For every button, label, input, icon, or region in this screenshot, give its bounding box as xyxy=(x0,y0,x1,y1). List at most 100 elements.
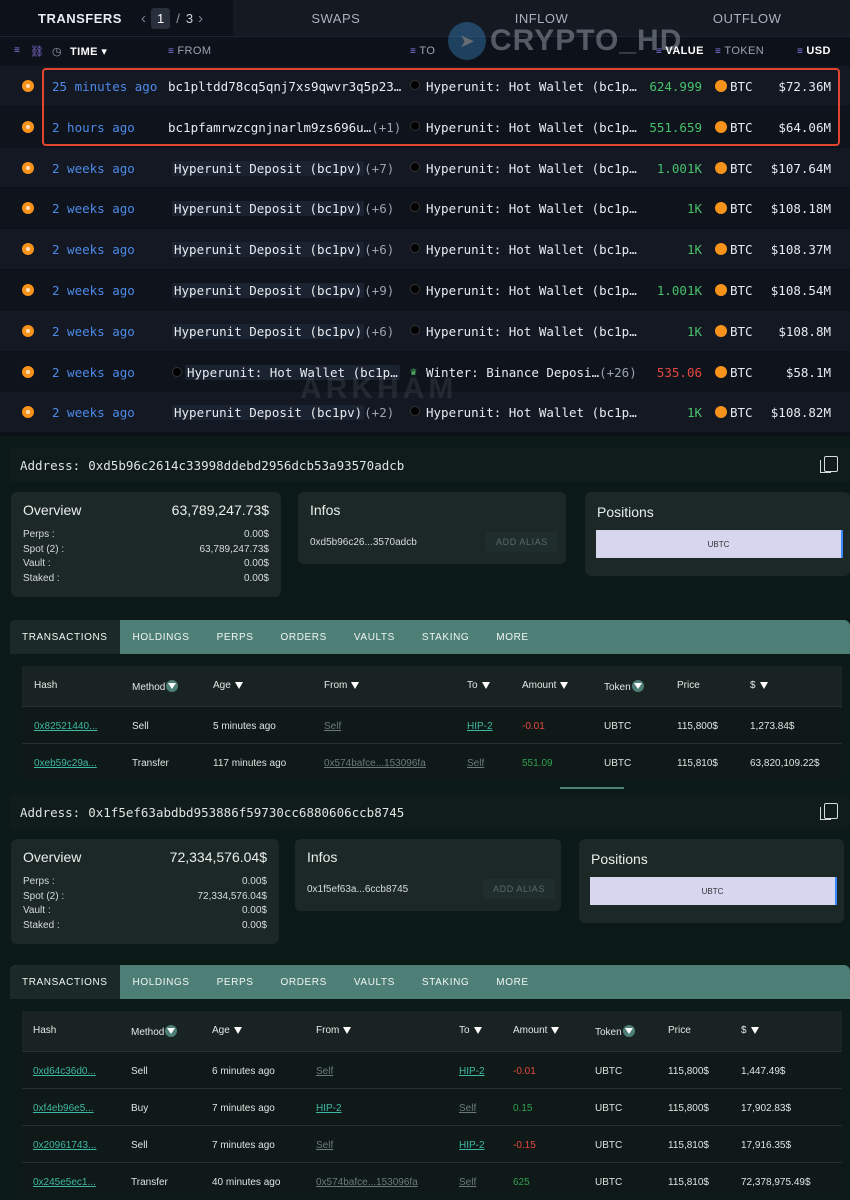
tab-more[interactable]: MORE xyxy=(496,976,529,988)
tx-from-link[interactable]: 0x574bafce...153096fa xyxy=(316,1177,418,1188)
time-header[interactable]: TIME ▾ xyxy=(70,46,108,58)
col-age-header[interactable]: Age xyxy=(213,680,243,691)
transfer-time[interactable]: 2 weeks ago xyxy=(52,323,135,339)
col-to-header[interactable]: To xyxy=(459,1025,482,1036)
col-price-header[interactable]: Price xyxy=(677,680,700,691)
position-ubtc[interactable]: UBTC xyxy=(596,530,843,558)
transfer-row[interactable]: 2 weeks ago Hyperunit Deposit (bc1pv) (+7)… xyxy=(0,147,850,189)
col-amount-header[interactable]: Amount xyxy=(522,680,569,691)
tab-vaults[interactable]: VAULTS xyxy=(353,631,395,643)
transfer-to[interactable]: Hyperunit: Hot Wallet (bc1p… xyxy=(426,161,638,176)
col-token-header[interactable]: Token xyxy=(595,1025,635,1038)
filter-icon[interactable] xyxy=(473,1027,482,1034)
transfer-from[interactable]: Hyperunit: Hot Wallet (bc1p… xyxy=(172,364,410,380)
transfer-time[interactable]: 2 weeks ago xyxy=(52,405,135,421)
tab-transfers[interactable]: TRANSFERS ‹ 1 / 3 › xyxy=(0,0,233,36)
transfer-to[interactable]: Hyperunit: Hot Wallet (bc1p… xyxy=(426,242,638,257)
filter-icon[interactable] xyxy=(343,1027,352,1034)
filter-icon[interactable] xyxy=(750,1027,759,1034)
transfer-time[interactable]: 2 weeks ago xyxy=(52,282,135,298)
tx-from-link[interactable]: Self xyxy=(324,721,342,732)
tx-hash-link[interactable]: 0xd64c36d0... xyxy=(33,1066,96,1077)
tx-to-link[interactable]: HIP-2 xyxy=(459,1066,485,1077)
prev-page-icon[interactable]: ‹ xyxy=(140,9,146,27)
tab-staking[interactable]: STAKING xyxy=(421,631,470,643)
transfer-time[interactable]: 2 weeks ago xyxy=(52,242,135,258)
add-alias-button[interactable]: ADD ALIAS xyxy=(486,532,558,552)
copy-icon[interactable] xyxy=(820,456,838,473)
tab-perps[interactable]: PERPS xyxy=(216,631,254,643)
col-from-header[interactable]: From xyxy=(316,1025,352,1036)
filter-icon[interactable]: ≡ xyxy=(14,45,21,56)
filter-icon[interactable] xyxy=(351,682,360,689)
transfer-time[interactable]: 2 weeks ago xyxy=(52,160,135,176)
tab-transactions[interactable]: TRANSACTIONS xyxy=(10,965,120,999)
tx-hash-link[interactable]: 0xeb59c29a... xyxy=(34,758,97,769)
position-ubtc[interactable]: UBTC xyxy=(590,877,837,905)
transfer-time[interactable]: 2 weeks ago xyxy=(52,201,135,217)
value-header[interactable]: ≡ VALUE xyxy=(656,45,704,57)
tab-swaps[interactable]: SWAPS xyxy=(311,10,361,26)
transfer-row[interactable]: 2 weeks ago Hyperunit Deposit (bc1pv) (+6)… xyxy=(0,188,850,230)
col-usd-header[interactable]: $ xyxy=(750,680,768,691)
transfer-to[interactable]: Hyperunit: Hot Wallet (bc1p… xyxy=(426,120,638,135)
transfer-from[interactable]: Hyperunit Deposit (bc1pv) (+6) xyxy=(172,323,410,339)
transfer-to[interactable]: Hyperunit: Hot Wallet (bc1p… xyxy=(426,283,638,298)
link-icon[interactable]: ⛓ xyxy=(30,46,45,58)
col-to-header[interactable]: To xyxy=(467,680,490,691)
filter-icon[interactable] xyxy=(560,682,569,689)
tab-outflow[interactable]: OUTFLOW xyxy=(712,10,782,26)
tab-transactions[interactable]: TRANSACTIONS xyxy=(10,620,120,654)
transfer-row[interactable]: 2 weeks ago Hyperunit Deposit (bc1pv) (+2)… xyxy=(0,392,850,434)
tx-to-link[interactable]: HIP-2 xyxy=(467,721,493,732)
transfer-row[interactable]: 2 weeks ago Hyperunit Deposit (bc1pv) (+9)… xyxy=(0,269,850,311)
tx-hash-link[interactable]: 0x20961743... xyxy=(33,1140,97,1151)
transfer-row[interactable]: 2 weeks ago Hyperunit Deposit (bc1pv) (+6)… xyxy=(0,310,850,352)
filter-icon[interactable] xyxy=(481,682,490,689)
transfer-row[interactable]: 25 minutes ago bc1pltdd78cq5qnj7xs9qwvr3q… xyxy=(0,66,850,107)
transfer-from[interactable]: Hyperunit Deposit (bc1pv) (+7) xyxy=(172,160,410,176)
filter-active-icon[interactable] xyxy=(631,680,644,692)
transfer-to[interactable]: Hyperunit: Hot Wallet (bc1p… xyxy=(426,405,638,420)
transfer-to[interactable]: Winter: Binance Deposi…(+26) xyxy=(426,365,638,380)
tab-staking[interactable]: STAKING xyxy=(421,976,470,988)
usd-header[interactable]: ≡ USD xyxy=(797,45,831,57)
filter-active-icon[interactable] xyxy=(165,1025,178,1037)
tab-orders[interactable]: ORDERS xyxy=(280,976,327,988)
filter-icon[interactable] xyxy=(234,682,243,689)
tx-from-link[interactable]: Self xyxy=(316,1066,334,1077)
col-hash-header[interactable]: Hash xyxy=(33,1025,56,1036)
tx-to-link[interactable]: Self xyxy=(467,758,485,769)
tx-hash-link[interactable]: 0xf4eb96e5... xyxy=(33,1103,94,1114)
tab-holdings[interactable]: HOLDINGS xyxy=(132,976,190,988)
tx-hash-link[interactable]: 0x82521440... xyxy=(34,721,98,732)
transfer-row[interactable]: 2 hours ago bc1pfamrwzcgnjnarlm9zs696u…(+… xyxy=(0,106,850,148)
col-method-header[interactable]: Method xyxy=(132,680,179,693)
transfer-row[interactable]: 2 weeks ago Hyperunit Deposit (bc1pv) (+6)… xyxy=(0,229,850,270)
transfer-time[interactable]: 2 weeks ago xyxy=(52,364,135,380)
tab-orders[interactable]: ORDERS xyxy=(280,631,327,643)
filter-icon[interactable] xyxy=(551,1027,560,1034)
copy-icon[interactable] xyxy=(820,803,838,820)
address-value[interactable]: 0xd5b96c2614c33998ddebd2956dcb53a93570ad… xyxy=(88,457,405,473)
transfer-from[interactable]: Hyperunit Deposit (bc1pv) (+6) xyxy=(172,201,410,217)
tx-from-link[interactable]: Self xyxy=(316,1140,334,1151)
tx-hash-link[interactable]: 0x245e5ec1... xyxy=(33,1177,96,1188)
tab-holdings[interactable]: HOLDINGS xyxy=(132,631,190,643)
add-alias-button[interactable]: ADD ALIAS xyxy=(483,879,555,899)
address-value[interactable]: 0x1f5ef63abdbd953886f59730cc6880606ccb87… xyxy=(88,804,405,820)
filter-icon[interactable] xyxy=(759,682,768,689)
tab-perps[interactable]: PERPS xyxy=(216,976,254,988)
horizontal-scrollbar[interactable] xyxy=(560,787,624,789)
from-header[interactable]: ≡ FROM xyxy=(168,45,211,57)
col-from-header[interactable]: From xyxy=(324,680,360,691)
transfer-row[interactable]: 2 weeks ago Hyperunit: Hot Wallet (bc1p… ♛… xyxy=(0,351,850,393)
transfer-to[interactable]: Hyperunit: Hot Wallet (bc1p… xyxy=(426,201,638,216)
col-token-header[interactable]: Token xyxy=(604,680,644,693)
tx-from-link[interactable]: 0x574bafce...153096fa xyxy=(324,758,426,769)
col-method-header[interactable]: Method xyxy=(131,1025,178,1038)
filter-active-icon[interactable] xyxy=(166,680,179,692)
col-usd-header[interactable]: $ xyxy=(741,1025,759,1036)
transfer-from[interactable]: Hyperunit Deposit (bc1pv) (+2) xyxy=(172,405,410,421)
transfer-time[interactable]: 2 hours ago xyxy=(52,119,135,135)
